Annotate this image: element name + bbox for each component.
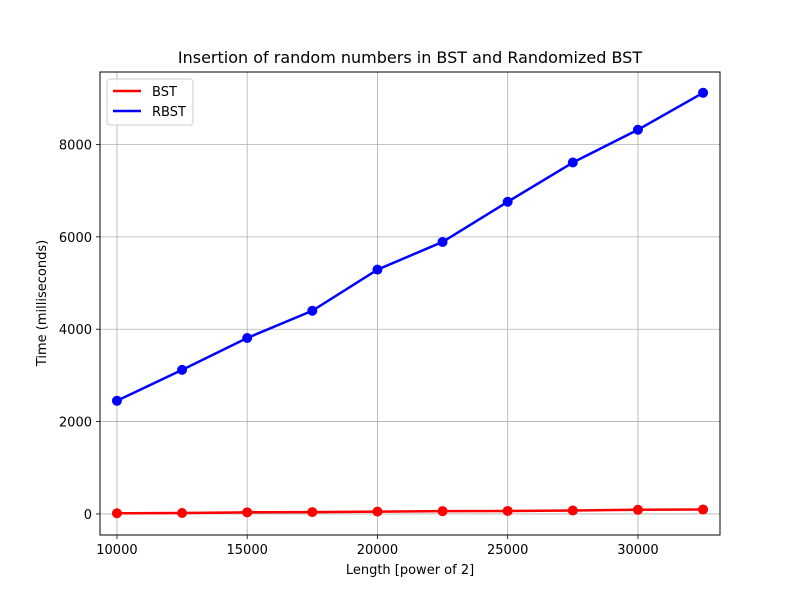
data-point-bst <box>632 504 643 515</box>
data-point-bst <box>242 507 253 518</box>
data-point-bst <box>502 505 513 516</box>
x-tick-label: 30000 <box>617 543 658 558</box>
legend: BST RBST <box>106 78 194 126</box>
data-point-bst <box>307 507 318 518</box>
data-point-bst <box>437 506 448 517</box>
data-point-bst <box>567 505 578 516</box>
data-point-rbst <box>698 87 709 98</box>
x-tick-label: 20000 <box>357 543 398 558</box>
plot-area-frame <box>99 71 721 536</box>
y-tick-label: 6000 <box>59 231 92 246</box>
ticks: 10000 15000 20000 25000 30000 0 2000 4000 6000 80… <box>59 139 659 558</box>
data-point-rbst <box>242 332 253 343</box>
y-axis-label: Time (milliseconds) <box>35 240 50 367</box>
legend-label-rbst: RBST <box>152 105 186 120</box>
legend-label-bst: BST <box>152 85 177 100</box>
data-point-rbst <box>632 124 643 135</box>
series-layer <box>111 87 709 519</box>
x-tick-label: 25000 <box>487 543 528 558</box>
data-point-rbst <box>111 395 122 406</box>
data-point-rbst <box>177 364 188 375</box>
chart-title: Insertion of random numbers in BST and R… <box>178 48 642 67</box>
data-point-rbst <box>307 305 318 316</box>
x-axis-label: Length [power of 2] <box>346 563 474 578</box>
y-tick-label: 0 <box>84 508 92 523</box>
series-line-rbst <box>116 91 704 402</box>
y-tick-label: 2000 <box>59 416 92 431</box>
x-tick-label: 15000 <box>227 543 268 558</box>
x-tick-label: 10000 <box>96 543 137 558</box>
data-point-rbst <box>567 157 578 168</box>
data-point-rbst <box>502 196 513 207</box>
series-line-bst <box>116 508 704 515</box>
data-point-bst <box>111 508 122 519</box>
data-point-rbst <box>437 236 448 247</box>
data-point-bst <box>372 506 383 517</box>
y-tick-label: 8000 <box>59 139 92 154</box>
grid <box>100 72 720 535</box>
data-point-bst <box>177 508 188 519</box>
data-point-rbst <box>372 264 383 275</box>
y-tick-label: 4000 <box>59 323 92 338</box>
data-point-bst <box>698 504 709 515</box>
